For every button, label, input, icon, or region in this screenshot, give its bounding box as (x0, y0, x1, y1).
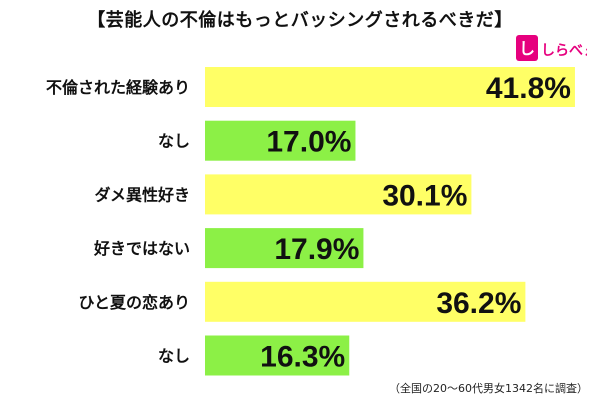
value-label: 30.1% (382, 179, 467, 212)
bar (205, 281, 526, 322)
value-label: 16.3% (260, 341, 345, 374)
category-label: なし (158, 347, 190, 366)
bar (205, 335, 350, 376)
value-label: 17.9% (274, 233, 359, 266)
bar (205, 228, 364, 269)
survey-footnote: （全国の20～60代男女1342名に調査） (389, 382, 588, 395)
svg-text:しらべぇ: しらべぇ (541, 43, 587, 59)
category-label: なし (158, 132, 190, 151)
category-label: ひと夏の恋あり (78, 293, 190, 312)
category-label: ダメ異性好き (94, 185, 190, 204)
value-label: 17.0% (266, 126, 351, 159)
value-label: 36.2% (436, 287, 521, 320)
value-label: 41.8% (486, 72, 571, 105)
bar (205, 120, 356, 161)
category-label: 不倫された経験あり (46, 78, 190, 97)
chart-title: 【芸能人の不倫はもっとバッシングされるべきだ】 (87, 10, 513, 31)
svg-text:し: し (519, 40, 535, 58)
category-label: 好きではない (93, 239, 190, 258)
bar (205, 67, 575, 107)
bar (205, 174, 472, 215)
shirabee-logo: し しらべぇ (515, 33, 587, 63)
